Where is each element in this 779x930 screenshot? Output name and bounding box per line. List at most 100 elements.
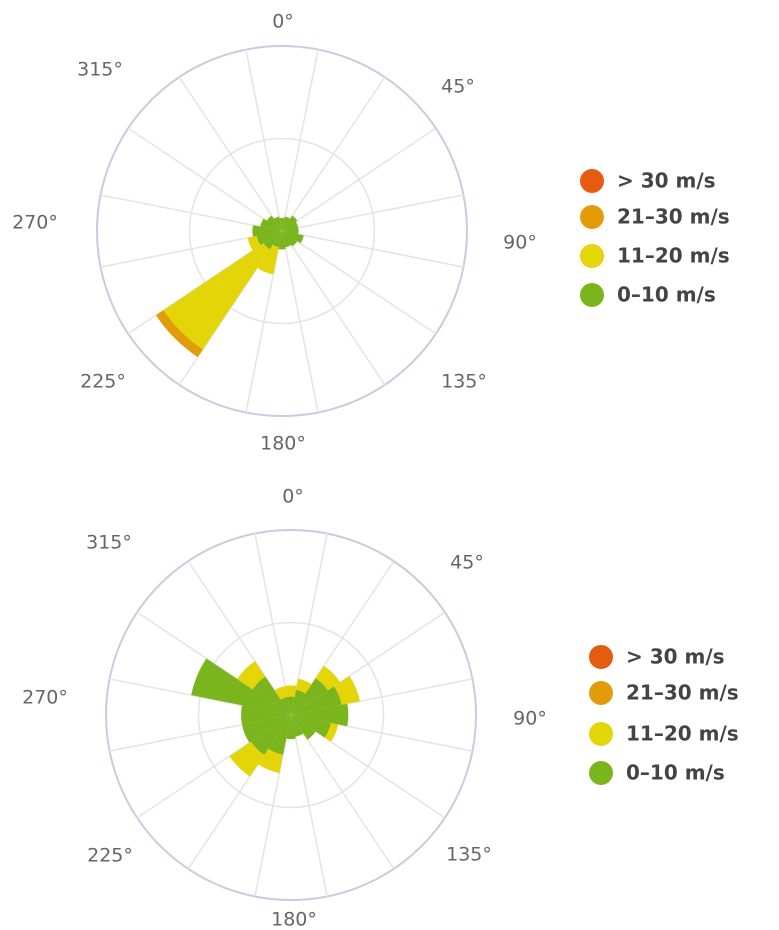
direction-label: 270° [22,687,68,709]
legend-label: 21–30 m/s [626,681,739,705]
wedge-21-30-m-s [155,310,203,358]
wedge-0-10-m-s [266,215,282,231]
wedge-11-20-m-s [296,678,312,694]
wedge-0-10-m-s [282,215,298,231]
inner-ring [188,137,376,325]
wedge-0-10-m-s [282,216,291,231]
wedge-11-20-m-s [257,244,279,275]
wedge-0-10-m-s [282,231,298,247]
wind-rose-2: 0° 45° 90° 135° 180° 225° 270° 315° > 30 m/s 21–3… [22,486,739,930]
wedge-11-20-m-s [163,243,270,350]
wedge-11-20-m-s [315,665,341,691]
legend: > 30 m/s 21–30 m/s 11–20 m/s 0–10 m/s [589,645,739,785]
wedge-0-10-m-s [278,231,286,250]
wedge-0-10-m-s [291,715,316,740]
wedge-0-10-m-s [291,715,304,737]
direction-label: 225° [80,371,126,393]
legend-label: 11–20 m/s [626,722,739,746]
wedge-0-10-m-s [286,715,296,740]
legend-label: > 30 m/s [617,169,716,193]
direction-label: 315° [86,532,132,554]
wedge-0-10-m-s [282,221,299,231]
direction-label: 45° [450,552,484,574]
wedge-0-10-m-s [282,231,304,244]
direction-label: 90° [513,708,547,730]
direction-label: 180° [260,433,306,455]
wedge-0-10-m-s [272,231,282,248]
wedge-11-20-m-s [237,661,266,690]
spoke [281,230,319,413]
spoke [290,714,395,870]
legend-label: 0–10 m/s [617,283,716,307]
spoke [281,230,386,386]
direction-label: 135° [441,371,487,393]
direction-label: 45° [441,76,475,98]
direction-label: 225° [87,845,133,867]
legend-swatch [580,244,604,268]
wedge-0-10-m-s [263,231,282,250]
wedge-0-10-m-s [191,658,291,715]
wedge-11-20-m-s [258,748,284,774]
legend-swatch [589,645,613,669]
wedge-11-20-m-s [274,685,288,700]
legend-swatch [580,169,604,193]
spoke [281,76,386,232]
wedge-11-20-m-s [334,675,360,705]
wedge-0-10-m-s [287,696,295,715]
wind-rose-1: 0° 45° 90° 135° 180° 225° 270° 315° > 30 m/s 21–3… [12,11,730,455]
direction-label: 0° [282,486,304,508]
spoke [100,194,283,232]
legend-label: 11–20 m/s [617,244,730,268]
spoke [178,76,283,232]
inner-ring [197,621,385,809]
wedge-0-10-m-s [291,678,328,715]
legend-swatch [589,761,613,785]
spoke [281,230,437,335]
spoke [245,49,283,232]
wedge-0-10-m-s [252,225,282,237]
wedge-11-20-m-s [247,236,261,251]
direction-label: 270° [12,212,58,234]
wedge-0-10-m-s [241,705,291,725]
wedge-0-10-m-s [256,231,282,246]
wedge-0-10-m-s [280,696,291,715]
legend: > 30 m/s 21–30 m/s 11–20 m/s 0–10 m/s [580,169,730,307]
wedge-0-10-m-s [251,715,291,755]
wedge-0-10-m-s [291,686,342,715]
wedge-0-10-m-s [291,689,306,715]
wedge-0-10-m-s [282,227,299,235]
legend-label: > 30 m/s [626,645,725,669]
legend-label: 0–10 m/s [626,761,725,785]
direction-label: 90° [503,232,537,254]
wedge-0-10-m-s [242,715,291,743]
spoke [281,49,319,232]
spoke [254,533,292,716]
legend-swatch [589,722,613,746]
spoke [290,714,446,819]
direction-label: 180° [271,909,317,930]
direction-label: 135° [446,844,492,866]
wedge-0-10-m-s [273,216,282,231]
wedge-0-10-m-s [260,218,282,231]
spoke [281,230,464,268]
legend-swatch [580,205,604,229]
legend-swatch [589,681,613,705]
wedge-11-20-m-s [229,741,265,777]
wedge-0-10-m-s [252,676,291,715]
spoke [281,127,437,232]
wedge-0-10-m-s [268,715,291,755]
spoke [127,127,283,232]
wedge-11-20-m-s [324,722,339,742]
wedge-0-10-m-s [279,218,285,231]
spoke [281,194,464,232]
direction-label: 0° [272,11,294,33]
spoke [245,230,283,413]
direction-label: 315° [77,59,123,81]
spoke [290,714,328,897]
legend-swatch [580,283,604,307]
spoke [187,560,292,716]
legend-label: 21–30 m/s [617,205,730,229]
wedge-0-10-m-s [291,715,331,738]
wedge-11-20-m-s [285,685,297,697]
